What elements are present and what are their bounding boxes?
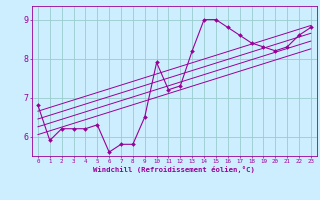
X-axis label: Windchill (Refroidissement éolien,°C): Windchill (Refroidissement éolien,°C) xyxy=(93,166,255,173)
